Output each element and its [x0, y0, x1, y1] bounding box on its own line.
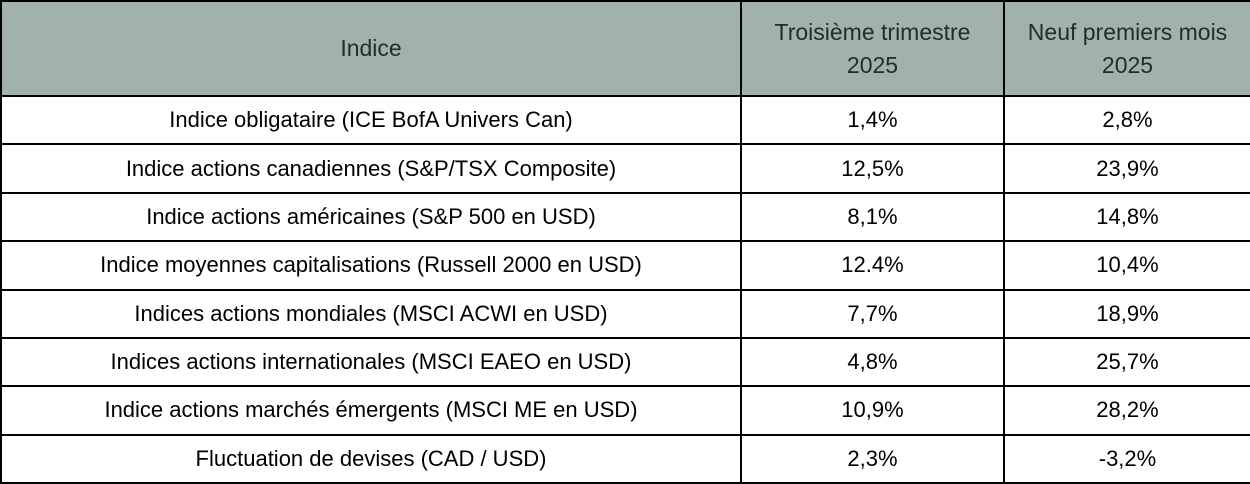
table-row: Indices actions internationales (MSCI EA…	[0, 336, 1250, 388]
index-name-cell: Indices actions internationales (MSCI EA…	[0, 336, 742, 388]
q3-value-cell: 1,4%	[740, 94, 1005, 146]
q3-value-cell: 8,1%	[740, 191, 1005, 243]
table-row: Indice obligataire (ICE BofA Univers Can…	[0, 94, 1250, 146]
table-row: Fluctuation de devises (CAD / USD) 2,3% -3…	[0, 433, 1250, 484]
index-name-cell: Fluctuation de devises (CAD / USD)	[0, 433, 742, 484]
ytd-value-cell: 28,2%	[1003, 385, 1250, 436]
ytd-value-cell: 23,9%	[1003, 143, 1250, 194]
ytd-value-cell: 10,4%	[1003, 240, 1250, 291]
ytd-value-cell: -3,2%	[1003, 433, 1250, 484]
q3-value-cell: 10,9%	[740, 385, 1005, 436]
q3-value-cell: 7,7%	[740, 288, 1005, 339]
index-name-cell: Indice actions américaines (S&P 500 en U…	[0, 191, 742, 243]
table-row: Indices actions mondiales (MSCI ACWI en …	[0, 288, 1250, 339]
table-row: Indice actions américaines (S&P 500 en U…	[0, 191, 1250, 243]
table-body: Indice obligataire (ICE BofA Univers Can…	[0, 94, 1250, 484]
q3-value-cell: 12,5%	[740, 143, 1005, 194]
table-row: Indice actions canadiennes (S&P/TSX Comp…	[0, 143, 1250, 194]
table-row: Indice moyennes capitalisations (Russell…	[0, 240, 1250, 291]
column-header-9m-2025: Neuf premiers mois 2025	[1003, 0, 1250, 97]
column-header-q3-2025: Troisième trimestre 2025	[740, 0, 1005, 97]
index-name-cell: Indice obligataire (ICE BofA Univers Can…	[0, 94, 742, 146]
column-header-indice: Indice	[0, 0, 742, 97]
index-name-cell: Indice actions canadiennes (S&P/TSX Comp…	[0, 143, 742, 194]
index-name-cell: Indices actions mondiales (MSCI ACWI en …	[0, 288, 742, 339]
ytd-value-cell: 2,8%	[1003, 94, 1250, 146]
header-row: Indice Troisième trimestre 2025 Neuf pre…	[0, 0, 1250, 97]
q3-value-cell: 4,8%	[740, 336, 1005, 388]
index-name-cell: Indice moyennes capitalisations (Russell…	[0, 240, 742, 291]
index-name-cell: Indice actions marchés émergents (MSCI M…	[0, 385, 742, 436]
ytd-value-cell: 18,9%	[1003, 288, 1250, 339]
ytd-value-cell: 14,8%	[1003, 191, 1250, 243]
q3-value-cell: 2,3%	[740, 433, 1005, 484]
q3-value-cell: 12.4%	[740, 240, 1005, 291]
table-row: Indice actions marchés émergents (MSCI M…	[0, 385, 1250, 436]
ytd-value-cell: 25,7%	[1003, 336, 1250, 388]
